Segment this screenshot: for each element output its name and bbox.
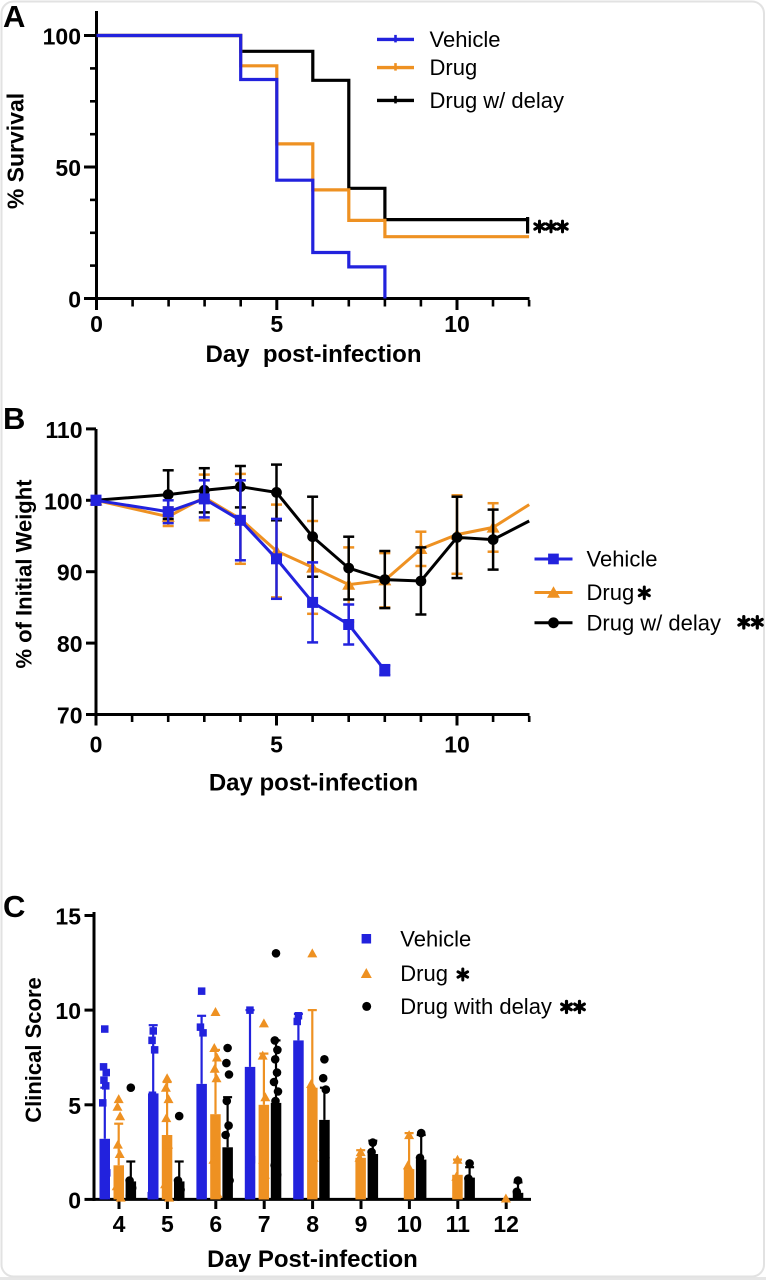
svg-text:4: 4: [113, 1211, 126, 1237]
svg-text:10: 10: [55, 998, 81, 1024]
svg-text:Clinical Score: Clinical Score: [21, 977, 46, 1123]
svg-text:0: 0: [68, 1187, 81, 1213]
svg-text:11: 11: [446, 1211, 471, 1237]
svg-text:C: C: [3, 889, 25, 924]
svg-text:Day post-infection: Day post-infection: [209, 770, 418, 797]
svg-text:6: 6: [209, 1211, 222, 1237]
svg-text:A: A: [3, 0, 25, 34]
svg-text:8: 8: [306, 1211, 319, 1237]
svg-text:0: 0: [90, 732, 103, 758]
svg-text:Day Post-infection: Day Post-infection: [207, 1246, 418, 1273]
svg-text:5: 5: [161, 1211, 174, 1237]
svg-text:10: 10: [444, 311, 470, 337]
svg-text:110: 110: [45, 417, 82, 443]
svg-text:50: 50: [55, 155, 81, 181]
svg-text:Drug: Drug: [430, 55, 478, 80]
svg-text:0: 0: [68, 287, 81, 313]
svg-text:5: 5: [270, 311, 283, 337]
svg-text:100: 100: [43, 24, 81, 50]
svg-text:0: 0: [90, 311, 103, 337]
svg-text:Vehicle: Vehicle: [587, 547, 658, 572]
svg-text:B: B: [3, 401, 25, 436]
svg-text:90: 90: [57, 560, 83, 586]
svg-text:7: 7: [258, 1211, 271, 1237]
svg-text:Drug w/ delay: Drug w/ delay: [430, 88, 565, 113]
svg-text:% Survival: % Survival: [3, 93, 29, 209]
svg-text:Day post-infection: Day post-infection: [205, 341, 421, 368]
svg-text:10: 10: [444, 732, 470, 758]
svg-text:80: 80: [57, 631, 83, 657]
svg-text:Drug w/ delay: Drug w/ delay: [587, 610, 722, 635]
svg-text:Drug: Drug: [587, 580, 635, 605]
svg-text:15: 15: [55, 904, 81, 930]
svg-text:Vehicle: Vehicle: [430, 27, 501, 52]
svg-text:100: 100: [44, 488, 82, 514]
svg-text:12: 12: [493, 1211, 519, 1237]
svg-text:70: 70: [57, 703, 83, 729]
svg-text:Drug: Drug: [400, 961, 448, 986]
svg-text:Vehicle: Vehicle: [400, 926, 471, 951]
svg-text:9: 9: [355, 1211, 368, 1237]
svg-text:% of Initial Weight: % of Initial Weight: [12, 479, 37, 669]
svg-text:Drug with delay: Drug with delay: [400, 994, 552, 1019]
svg-text:10: 10: [397, 1211, 423, 1237]
svg-text:5: 5: [68, 1093, 81, 1119]
svg-text:5: 5: [270, 732, 283, 758]
